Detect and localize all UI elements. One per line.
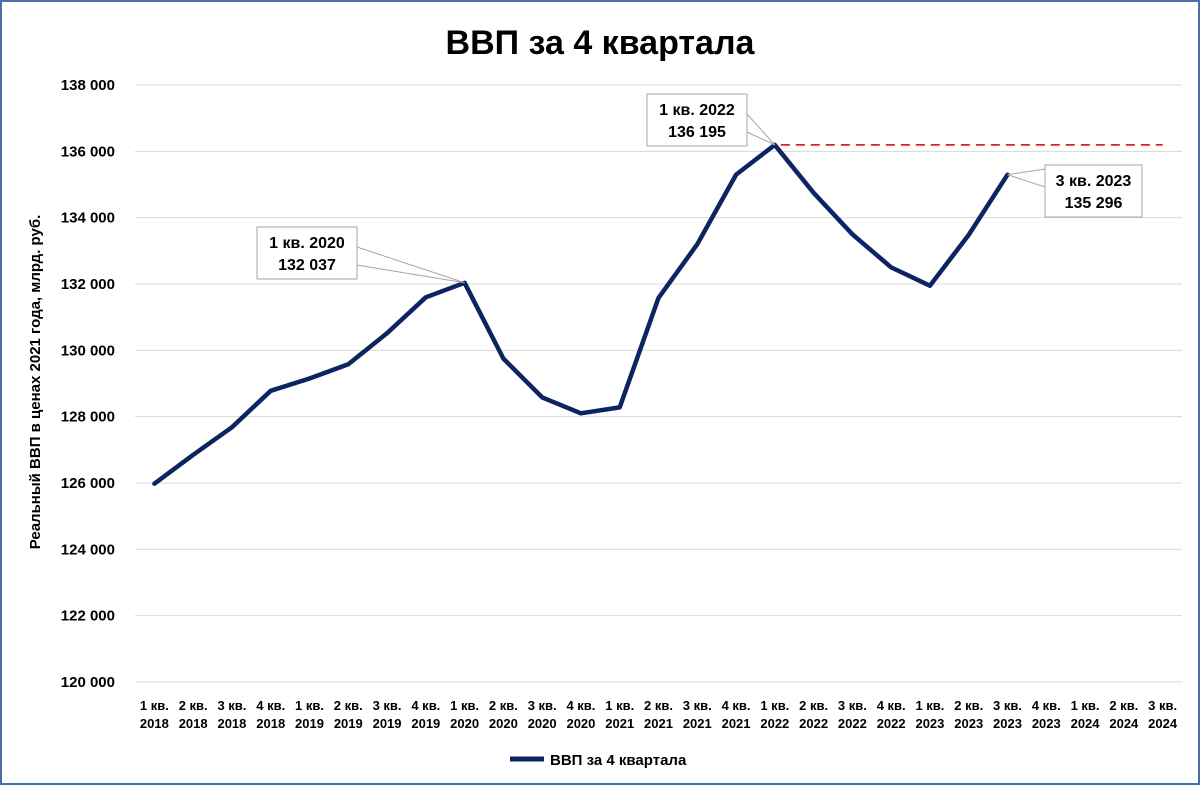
x-tick-label-quarter: 2 кв. [489,698,518,713]
callout-leader-line [1007,174,1046,188]
x-tick-label-year: 2021 [722,716,751,731]
x-tick-label-quarter: 4 кв. [722,698,751,713]
x-tick-label-quarter: 3 кв. [528,698,557,713]
legend: ВВП за 4 квартала [510,752,687,769]
x-tick-label-quarter: 3 кв. [1148,698,1177,713]
y-tick-label: 126 000 [61,475,115,492]
annotations: 1 кв. 2020 132 037 1 кв. 2022 136 195 3 кв. … [256,93,1143,284]
callout-leader-line [746,131,776,146]
x-tick-label-year: 2021 [644,716,673,731]
x-tick-label-quarter: 2 кв. [644,698,673,713]
legend-label: ВВП за 4 квартала [550,752,687,769]
x-tick-label-quarter: 1 кв. [295,698,324,713]
x-tick-label-quarter: 1 кв. [760,698,789,713]
x-tick-label-quarter: 2 кв. [179,698,208,713]
x-tick-label-quarter: 1 кв. [140,698,169,713]
y-tick-label: 124 000 [61,541,115,558]
x-tick-label-year: 2024 [1148,716,1178,731]
y-tick-label: 130 000 [61,342,115,359]
x-tick-label-quarter: 4 кв. [1032,698,1061,713]
x-tick-label-year: 2020 [450,716,479,731]
x-tick-label-quarter: 2 кв. [1109,698,1138,713]
x-tick-label-year: 2019 [373,716,402,731]
annotation-callout: 1 кв. 2022 136 195 [646,93,776,147]
series-line [152,142,1010,486]
x-tick-label-quarter: 1 кв. [450,698,479,713]
callout-value: 136 195 [668,124,726,141]
y-tick-label: 132 000 [61,276,115,293]
x-tick-label-quarter: 3 кв. [217,698,246,713]
x-tick-label-quarter: 1 кв. [605,698,634,713]
callout-box [646,93,748,147]
annotation-callout: 3 кв. 2023 135 296 [1007,164,1143,218]
x-tick-label-year: 2023 [915,716,944,731]
x-tick-label-year: 2018 [256,716,285,731]
callout-value: 132 037 [278,257,336,274]
x-tick-label-year: 2020 [489,716,518,731]
x-tick-label-year: 2021 [683,716,712,731]
x-tick-label-year: 2023 [1032,716,1061,731]
callout-leader-line [746,113,776,146]
y-tick-labels: 120 000 122 000 124 000 126 000 128 000 130 0… [61,77,115,691]
y-tick-label: 122 000 [61,608,115,625]
y-tick-label: 138 000 [61,77,115,94]
x-tick-label-year: 2019 [334,716,363,731]
x-tick-label-quarter: 4 кв. [877,698,906,713]
callout-period: 1 кв. 2020 [269,235,345,252]
callout-period: 3 кв. 2023 [1056,173,1132,190]
x-tick-label-year: 2018 [217,716,246,731]
x-tick-label-quarter: 3 кв. [838,698,867,713]
x-tick-label-year: 2019 [295,716,324,731]
annotation-callout: 1 кв. 2020 132 037 [256,226,465,284]
x-tick-label-quarter: 3 кв. [993,698,1022,713]
x-tick-label-quarter: 2 кв. [799,698,828,713]
callout-box [256,226,358,280]
x-tick-label-quarter: 2 кв. [334,698,363,713]
x-tick-label-year: 2023 [954,716,983,731]
x-tick-label-year: 2022 [760,716,789,731]
x-tick-label-year: 2019 [411,716,440,731]
series-group [152,142,1010,486]
x-tick-label-quarter: 1 кв. [1071,698,1100,713]
x-tick-label-quarter: 3 кв. [683,698,712,713]
callout-leader-line [356,264,465,284]
x-tick-label-year: 2024 [1109,716,1139,731]
x-tick-label-year: 2020 [528,716,557,731]
x-tick-labels: 1 кв. 2018 2 кв. 2018 3 кв. 2018 4 кв. 2018 1 кв… [140,698,1178,731]
x-tick-label-year: 2022 [838,716,867,731]
y-tick-label: 120 000 [61,674,115,691]
x-tick-label-year: 2020 [566,716,595,731]
x-tick-label-quarter: 4 кв. [566,698,595,713]
y-tick-label: 136 000 [61,143,115,160]
x-tick-label-year: 2022 [799,716,828,731]
x-tick-label-quarter: 4 кв. [256,698,285,713]
x-tick-label-year: 2018 [179,716,208,731]
x-tick-label-quarter: 1 кв. [915,698,944,713]
y-axis-label: Реальный ВВП в ценах 2021 года, млрд. ру… [27,215,44,550]
callout-leader-line [356,246,465,284]
callout-leader-line [1007,168,1046,176]
y-tick-label: 128 000 [61,409,115,426]
y-tick-label: 134 000 [61,210,115,227]
callout-period: 1 кв. 2022 [659,102,735,119]
gridlines [135,84,1182,683]
x-tick-label-year: 2024 [1071,716,1101,731]
x-tick-label-quarter: 2 кв. [954,698,983,713]
x-tick-label-year: 2023 [993,716,1022,731]
x-tick-label-quarter: 4 кв. [411,698,440,713]
callout-value: 135 296 [1065,195,1123,212]
x-tick-label-quarter: 3 кв. [373,698,402,713]
x-tick-label-year: 2018 [140,716,169,731]
callout-box [1044,164,1143,218]
x-tick-label-year: 2021 [605,716,634,731]
x-tick-label-year: 2022 [877,716,906,731]
chart-title: ВВП за 4 квартала [446,24,756,62]
